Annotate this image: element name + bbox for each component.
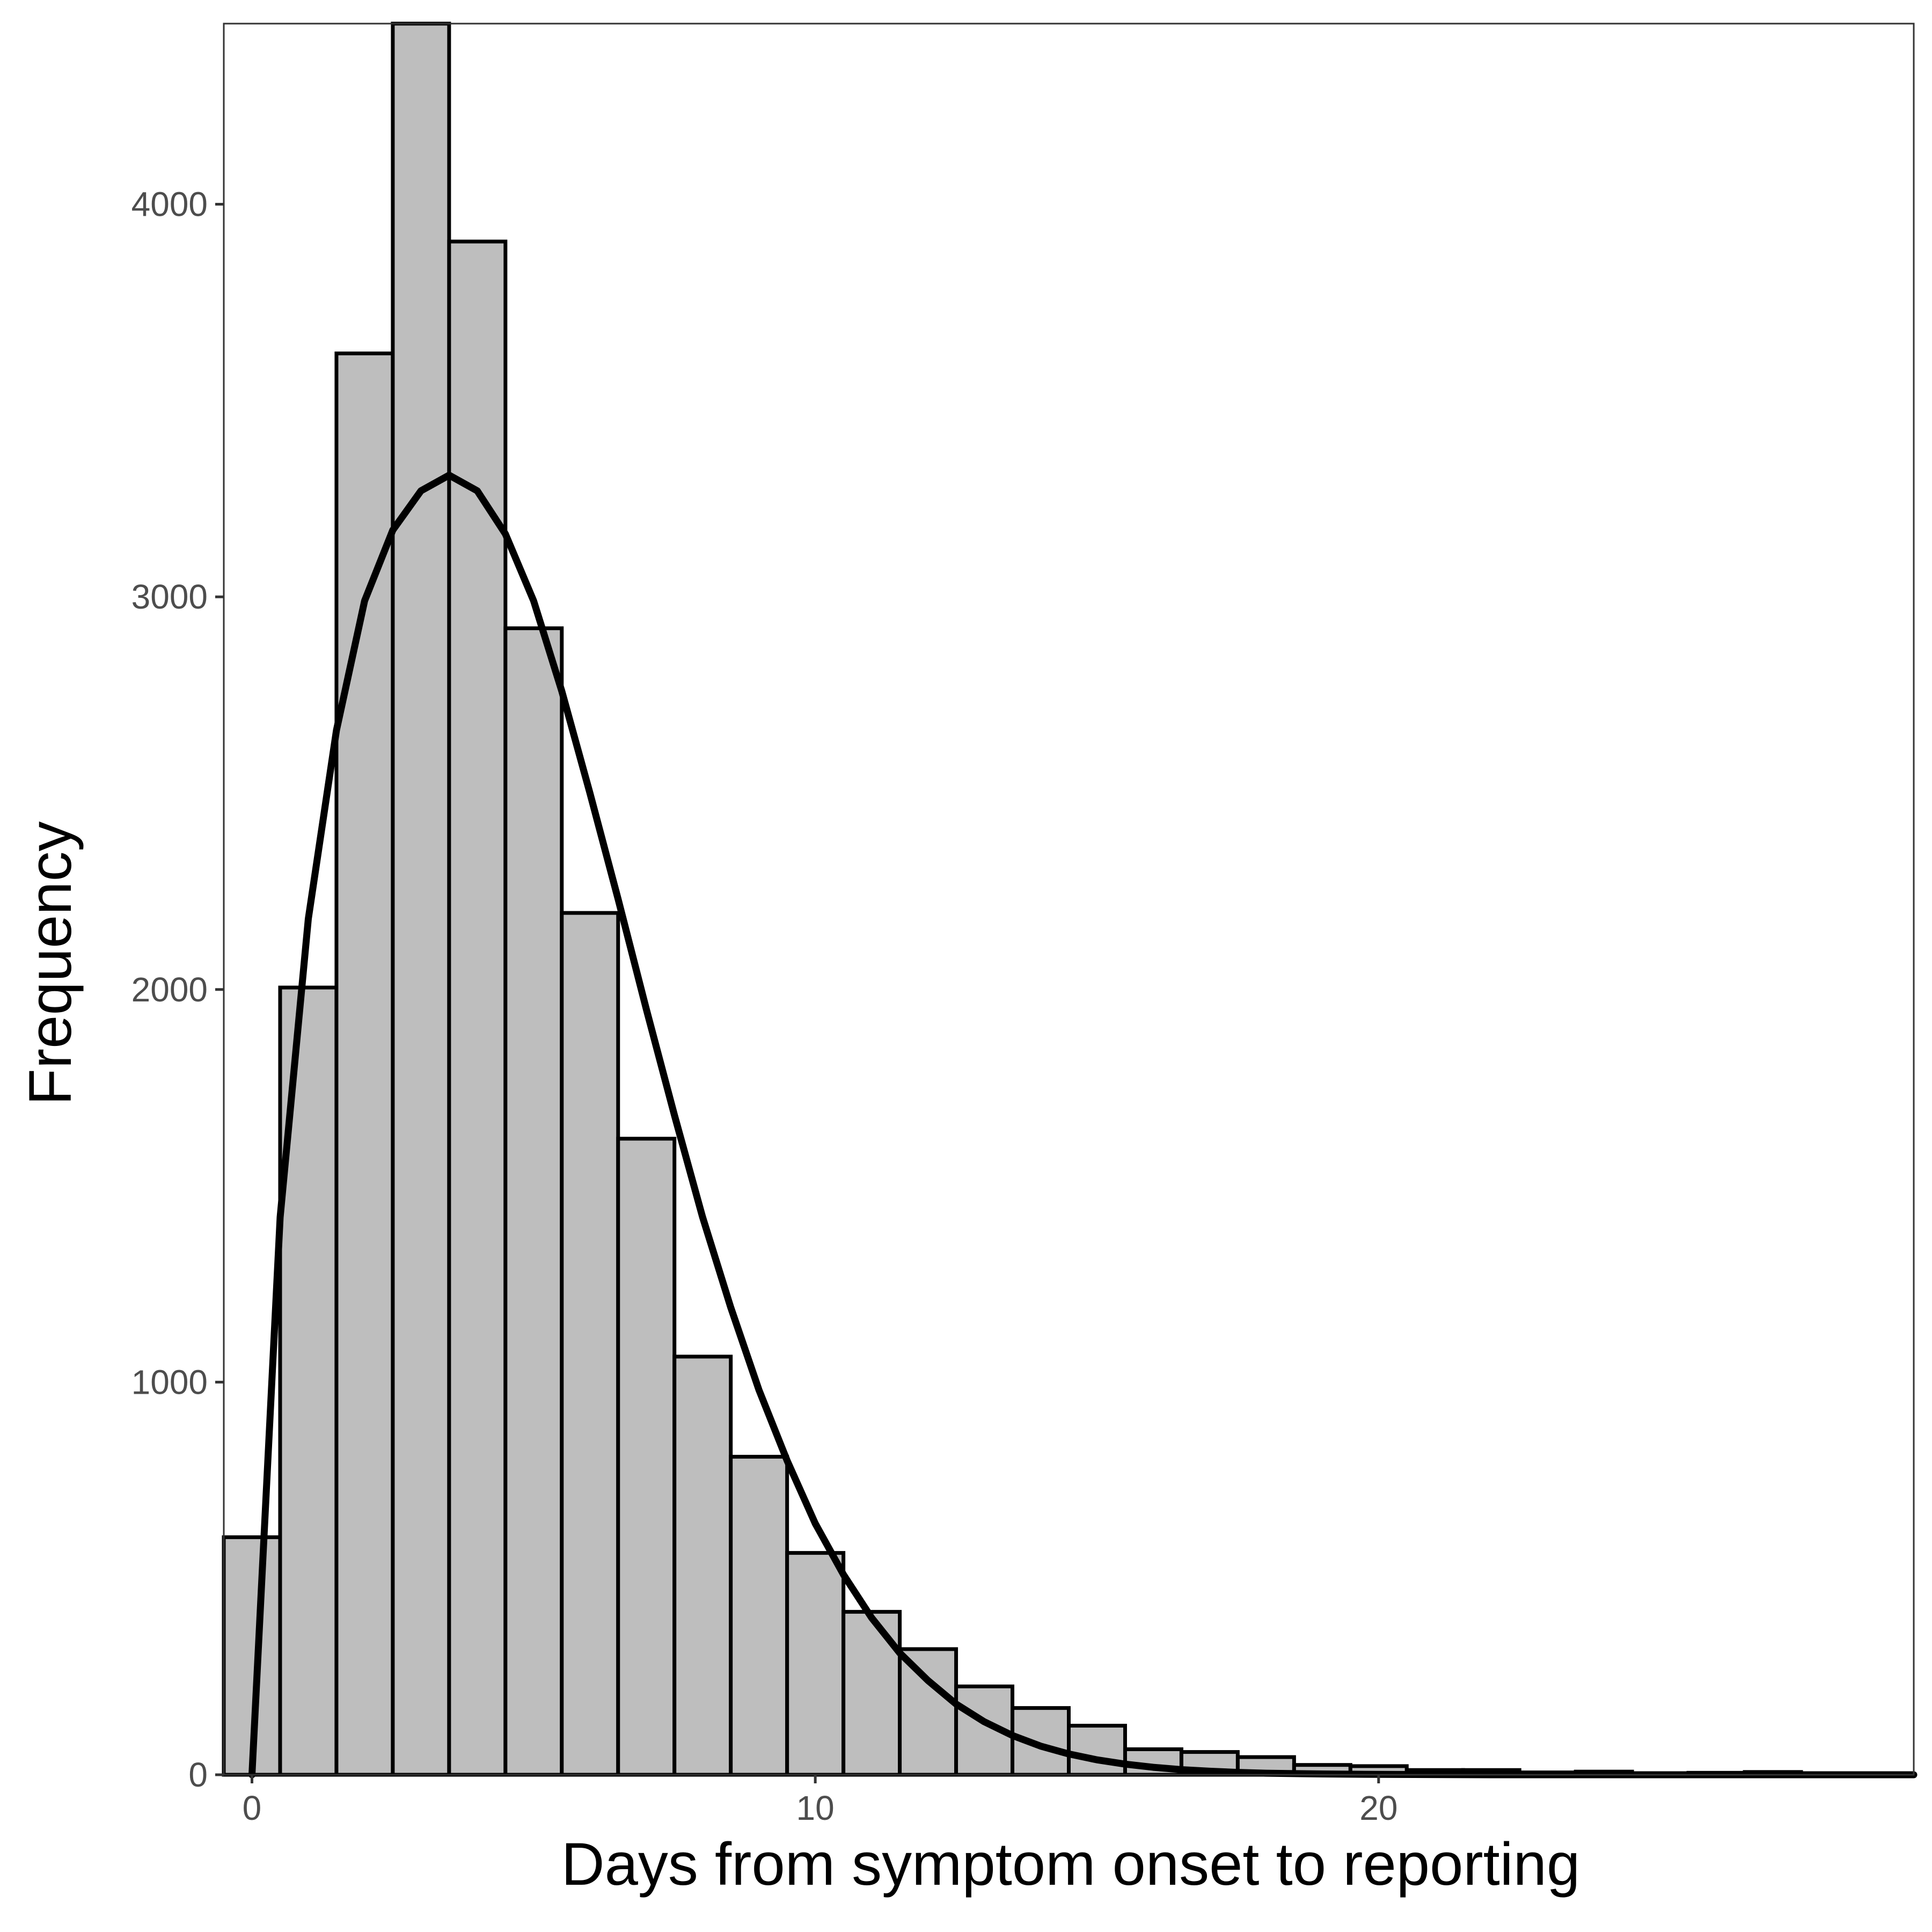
x-tick-label-10: 10 — [796, 1789, 835, 1827]
histogram-bar-3 — [391, 21, 451, 1777]
y-tick-label-1000: 1000 — [131, 1363, 208, 1401]
histogram-bar-6 — [560, 911, 620, 1777]
histogram-bar-2 — [334, 352, 395, 1777]
histogram-bar-10 — [785, 1551, 846, 1777]
histogram-bar-11 — [841, 1609, 902, 1777]
y-axis-title: Frequency — [17, 821, 84, 1105]
histogram-bar-4 — [447, 239, 508, 1777]
histogram-bars — [222, 21, 1860, 1777]
histogram-bar-5 — [503, 626, 564, 1777]
plot-panel-border — [223, 23, 1915, 1776]
histogram-bar-12 — [898, 1647, 958, 1777]
histogram-bar-15 — [1067, 1724, 1127, 1777]
y-tick-label-0: 0 — [188, 1755, 208, 1794]
fitted-density-curve — [248, 471, 1918, 1779]
histogram-bar-1 — [278, 985, 339, 1777]
x-axis-title: Days from symptom onset to reporting — [561, 1831, 1580, 1898]
x-axis-ticks: 0 10 20 — [243, 1775, 1397, 1827]
x-tick-label-0: 0 — [243, 1789, 262, 1827]
y-tick-label-3000: 3000 — [131, 577, 208, 616]
histogram-bar-8 — [672, 1355, 733, 1777]
histogram-bar-9 — [729, 1454, 789, 1777]
y-tick-label-2000: 2000 — [131, 970, 208, 1009]
x-tick-label-20: 20 — [1359, 1789, 1397, 1827]
y-tick-label-4000: 4000 — [131, 185, 208, 224]
histogram-bar-7 — [616, 1137, 677, 1777]
y-axis-ticks: 0 1000 2000 3000 4000 — [131, 185, 224, 1794]
